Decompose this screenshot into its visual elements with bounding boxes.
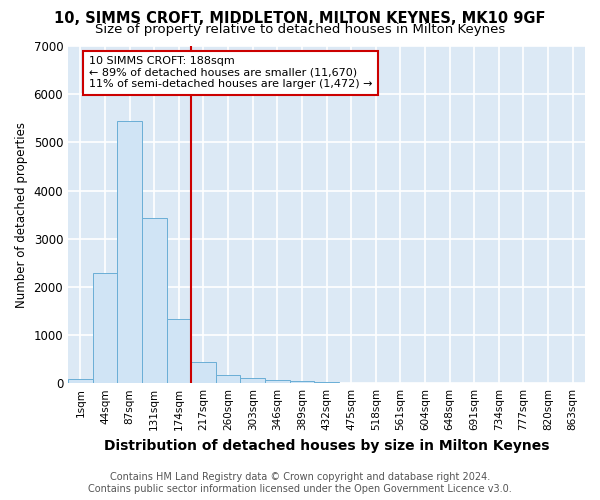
X-axis label: Distribution of detached houses by size in Milton Keynes: Distribution of detached houses by size …: [104, 438, 549, 452]
Text: Size of property relative to detached houses in Milton Keynes: Size of property relative to detached ho…: [95, 22, 505, 36]
Bar: [265, 380, 290, 383]
Text: Contains HM Land Registry data © Crown copyright and database right 2024.
Contai: Contains HM Land Registry data © Crown c…: [88, 472, 512, 494]
Text: 10, SIMMS CROFT, MIDDLETON, MILTON KEYNES, MK10 9GF: 10, SIMMS CROFT, MIDDLETON, MILTON KEYNE…: [54, 11, 546, 26]
Bar: [142, 218, 167, 383]
Bar: [241, 378, 265, 383]
Y-axis label: Number of detached properties: Number of detached properties: [15, 122, 28, 308]
Bar: [117, 120, 142, 383]
Bar: [290, 382, 314, 383]
Bar: [216, 375, 241, 383]
Bar: [314, 382, 339, 383]
Bar: [191, 362, 216, 383]
Bar: [92, 274, 117, 383]
Bar: [167, 319, 191, 383]
Text: 10 SIMMS CROFT: 188sqm
← 89% of detached houses are smaller (11,670)
11% of semi: 10 SIMMS CROFT: 188sqm ← 89% of detached…: [89, 56, 372, 90]
Bar: [68, 380, 92, 383]
